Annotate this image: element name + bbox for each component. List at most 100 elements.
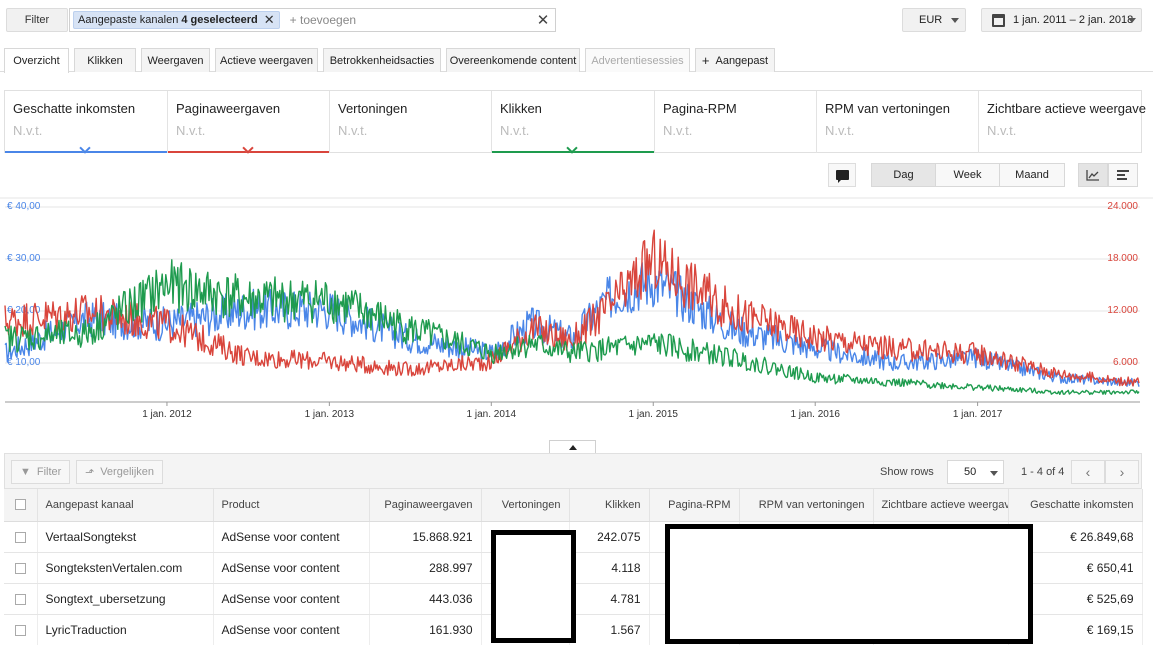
- table-view-button[interactable]: [1108, 163, 1138, 187]
- filter-button[interactable]: Filter: [6, 8, 68, 32]
- period-week-button[interactable]: Week: [935, 163, 1000, 187]
- top-filter-bar: Filter Aangepaste kanalen 4 geselecteerd…: [0, 0, 1153, 42]
- bar-list-icon: [1117, 170, 1129, 180]
- metric-vertoningen[interactable]: Vertoningen N.v.t.: [330, 91, 492, 153]
- channel-link[interactable]: VertaalSongtekst: [37, 521, 214, 553]
- metric-value: N.v.t.: [987, 123, 1017, 138]
- metric-zichtbare-actieve-weergave[interactable]: Zichtbare actieve weergave N.v.t.: [979, 91, 1146, 153]
- tab-overzicht[interactable]: Overzicht: [4, 48, 69, 73]
- metric-value: N.v.t.: [500, 123, 530, 138]
- tab-overeenkomende-content[interactable]: Overeenkomende content: [446, 48, 580, 72]
- series-line-1: [4, 229, 1140, 387]
- clicks-cell: 4.118: [569, 552, 650, 584]
- prev-page-button[interactable]: ‹: [1071, 460, 1105, 484]
- column-header-product[interactable]: Product: [213, 489, 370, 522]
- y-right-tick-label: 18.000: [1107, 253, 1138, 264]
- product-cell: AdSense voor content: [213, 614, 370, 645]
- metric-title: Zichtbare actieve weergave: [987, 101, 1146, 116]
- date-range-picker[interactable]: 1 jan. 2011 – 2 jan. 2018: [981, 8, 1142, 32]
- tab-weergaven[interactable]: Weergaven: [141, 48, 210, 72]
- tab-klikken[interactable]: Klikken: [74, 48, 136, 72]
- pageviews-cell: 15.868.921: [369, 521, 482, 553]
- y-left-tick-label: € 30,00: [7, 253, 41, 264]
- column-header-income[interactable]: Geschatte inkomsten: [1008, 489, 1143, 522]
- remove-chip-icon[interactable]: ✕: [263, 12, 275, 27]
- metric-value: N.v.t.: [338, 123, 368, 138]
- compare-button[interactable]: ⬏ Vergelijken: [76, 460, 164, 484]
- tab-betrokkenheidsacties[interactable]: Betrokkenheidsacties: [323, 48, 441, 72]
- metric-paginaweergaven[interactable]: Paginaweergaven N.v.t.: [168, 91, 330, 154]
- date-range-value: 1 jan. 2011 – 2 jan. 2018: [1013, 14, 1134, 26]
- clear-filter-icon[interactable]: ✕: [536, 12, 550, 29]
- page-info: 1 - 4 of 4: [1021, 466, 1065, 478]
- period-maand-button[interactable]: Maand: [999, 163, 1065, 187]
- channel-link[interactable]: Songtext_ubersetzung: [37, 583, 214, 615]
- clicks-cell: 242.075: [569, 521, 650, 553]
- chevron-up-icon: [568, 444, 577, 450]
- x-tick-label: 1 jan. 2016: [790, 409, 840, 420]
- filter-chip-label: Aangepaste kanalen: [78, 14, 179, 26]
- row-checkbox[interactable]: [14, 624, 26, 636]
- table-header-row: Aangepast kanaal Product Paginaweergaven…: [4, 489, 1143, 522]
- x-tick-label: 1 jan. 2012: [142, 409, 192, 420]
- performance-line-chart[interactable]: € 40,00€ 30,00€ 20,00€ 10,0024.00018.000…: [0, 195, 1153, 430]
- row-checkbox-cell[interactable]: [4, 583, 38, 615]
- redaction-box-rpm-columns: [665, 524, 1033, 644]
- chevron-down-icon: [951, 18, 959, 23]
- x-tick-label: 1 jan. 2013: [305, 409, 355, 420]
- row-checkbox-cell[interactable]: [4, 552, 38, 584]
- metric-title: Paginaweergaven: [176, 101, 281, 116]
- column-header-clicks[interactable]: Klikken: [569, 489, 650, 522]
- metric-geschatte-inkomsten[interactable]: Geschatte inkomsten N.v.t.: [5, 91, 168, 154]
- product-cell: AdSense voor content: [213, 583, 370, 615]
- y-right-tick-label: 6.000: [1113, 357, 1138, 368]
- x-tick-label: 1 jan. 2017: [953, 409, 1003, 420]
- metric-klikken[interactable]: Klikken N.v.t.: [492, 91, 655, 154]
- product-cell: AdSense voor content: [213, 521, 370, 553]
- redaction-box-impressions: [491, 530, 576, 643]
- filter-chip-custom-channels[interactable]: Aangepaste kanalen 4 geselecteerd ✕: [73, 11, 280, 29]
- column-header-channel[interactable]: Aangepast kanaal: [37, 489, 214, 522]
- pageviews-cell: 443.036: [369, 583, 482, 615]
- rows-per-page-select[interactable]: 50: [947, 460, 1004, 484]
- tab-advertentiesessies: Advertentiesessies: [585, 48, 690, 72]
- plus-icon: +: [701, 53, 710, 68]
- column-header-page-rpm[interactable]: Pagina-RPM: [649, 489, 740, 522]
- column-header-impression-rpm[interactable]: RPM van vertoningen: [739, 489, 874, 522]
- pageviews-cell: 161.930: [369, 614, 482, 645]
- add-filter-input[interactable]: + toevoegen: [289, 13, 357, 27]
- metric-pagina-rpm[interactable]: Pagina-RPM N.v.t.: [655, 91, 817, 153]
- tab-actieve-weergaven[interactable]: Actieve weergaven: [215, 48, 318, 72]
- row-checkbox[interactable]: [14, 531, 26, 543]
- select-all-checkbox-cell[interactable]: [4, 489, 38, 522]
- currency-select[interactable]: EUR: [902, 8, 966, 32]
- table-filter-button[interactable]: ▼ Filter: [11, 460, 71, 484]
- row-checkbox-cell[interactable]: [4, 614, 38, 645]
- line-chart-view-button[interactable]: [1078, 163, 1108, 187]
- metric-title: Pagina-RPM: [663, 101, 737, 116]
- metric-scorecard: Geschatte inkomsten N.v.t. Paginaweergav…: [4, 90, 1146, 154]
- rows-per-page-value: 50: [964, 466, 977, 478]
- row-checkbox-cell[interactable]: [4, 521, 38, 553]
- metric-value: N.v.t.: [663, 123, 693, 138]
- column-header-impressions[interactable]: Vertoningen: [481, 489, 570, 522]
- column-header-active-view[interactable]: Zichtbare actieve weergave: [873, 489, 1009, 522]
- channel-link[interactable]: SongtekstenVertalen.com: [37, 552, 214, 584]
- metric-rpm-van-vertoningen[interactable]: RPM van vertoningen N.v.t.: [817, 91, 979, 153]
- period-dag-button[interactable]: Dag: [871, 163, 936, 187]
- next-page-button[interactable]: ›: [1105, 460, 1139, 484]
- collapse-chart-handle[interactable]: [549, 440, 596, 453]
- column-header-pageviews[interactable]: Paginaweergaven: [369, 489, 482, 522]
- row-checkbox[interactable]: [14, 562, 26, 574]
- product-cell: AdSense voor content: [213, 552, 370, 584]
- row-checkbox[interactable]: [14, 593, 26, 605]
- select-all-checkbox[interactable]: [14, 499, 26, 511]
- pageviews-cell: 288.997: [369, 552, 482, 584]
- metric-title: RPM van vertoningen: [825, 101, 951, 116]
- clicks-cell: 1.567: [569, 614, 650, 645]
- filter-input-box[interactable]: Aangepaste kanalen 4 geselecteerd ✕ + to…: [69, 8, 556, 32]
- tab-aangepast[interactable]: + Aangepast: [695, 48, 775, 72]
- channel-link[interactable]: LyricTraduction: [37, 614, 214, 645]
- annotations-button[interactable]: [828, 163, 856, 187]
- chevron-left-icon: ‹: [1085, 464, 1091, 480]
